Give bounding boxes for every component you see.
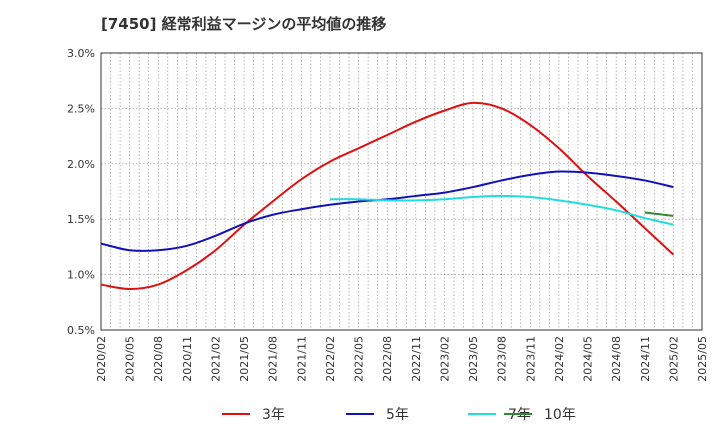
- legend-label-10: 10年: [544, 407, 576, 423]
- x-tick-label: 2020/11: [181, 336, 194, 382]
- x-tick-label: 2023/08: [496, 336, 509, 382]
- y-tick-label: 2.0%: [67, 158, 95, 171]
- x-tick-label: 2021/02: [209, 336, 222, 382]
- x-tick-label: 2021/11: [295, 336, 308, 382]
- x-tick-label: 2022/02: [324, 336, 337, 382]
- x-tick-label: 2024/05: [582, 336, 595, 382]
- grid-lines: [101, 52, 702, 331]
- x-tick-label: 2023/11: [524, 336, 537, 382]
- x-tick-label: 2021/08: [267, 336, 280, 382]
- y-tick-label: 3.0%: [67, 47, 95, 60]
- x-tick-label: 2020/05: [124, 336, 137, 382]
- chart-title: [7450] 経常利益マージンの平均値の推移: [101, 15, 387, 33]
- series-line-10: [644, 211, 674, 217]
- y-tick-label: 0.5%: [67, 324, 95, 337]
- y-tick-label: 2.5%: [67, 102, 95, 115]
- x-tick-label: 2024/08: [610, 336, 623, 382]
- x-tick-label: 2020/02: [95, 336, 108, 382]
- legend-label-5: 5年: [386, 407, 409, 423]
- x-tick-label: 2022/05: [353, 336, 366, 382]
- x-tick-label: 2021/05: [238, 336, 251, 382]
- legend-label-3: 3年: [262, 407, 285, 423]
- y-tick-label: 1.0%: [67, 269, 95, 282]
- series-line-7: [329, 194, 674, 226]
- x-tick-label: 2022/11: [410, 336, 423, 382]
- x-tick-label: 2020/08: [152, 336, 165, 382]
- x-tick-label: 2023/02: [438, 336, 451, 382]
- series-line-3: [100, 101, 675, 291]
- series-line-5: [100, 170, 674, 252]
- plot-area-border: [100, 52, 703, 331]
- x-tick-label: 2022/08: [381, 336, 394, 382]
- x-tick-label: 2024/02: [553, 336, 566, 382]
- series-lines: [100, 101, 675, 291]
- y-tick-label: 1.5%: [67, 213, 95, 226]
- x-tick-label: 2025/02: [667, 336, 680, 382]
- x-axis-ticks: 2020/02 2020/05 2020/08 2020/11 2021/02 2021/…: [95, 336, 709, 382]
- x-tick-label: 2024/11: [639, 336, 652, 382]
- plot-frame: [100, 52, 703, 331]
- x-tick-label: 2023/05: [467, 336, 480, 382]
- y-axis-ticks: 3.0% 2.5% 2.0% 1.5% 1.0% 0.5%: [67, 47, 95, 337]
- legend: 3年5年7年10年: [222, 407, 576, 423]
- x-tick-label: 2025/05: [696, 336, 709, 382]
